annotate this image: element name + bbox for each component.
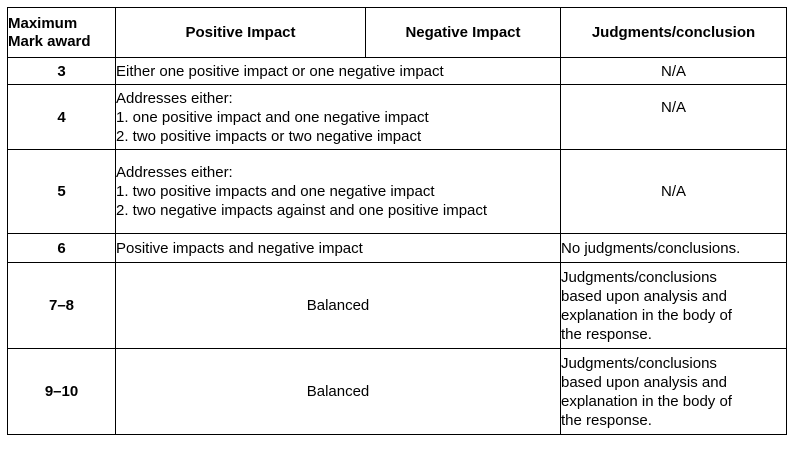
judgment-line: Judgments/conclusions bbox=[561, 354, 717, 372]
header-mark-line: Mark award bbox=[8, 32, 91, 50]
mark-cell: 6 bbox=[7, 233, 116, 263]
table-row: 7–8 Balanced Judgments/conclusions based… bbox=[7, 262, 787, 349]
rubric-table: Maximum Mark award Positive Impact Negat… bbox=[7, 7, 787, 435]
mark-cell: 9–10 bbox=[7, 348, 116, 435]
header-mark: Maximum Mark award bbox=[7, 7, 116, 58]
mark-cell: 4 bbox=[7, 84, 116, 150]
judgment-line: the response. bbox=[561, 411, 652, 429]
description-cell: Addresses either: 1. two positive impact… bbox=[115, 149, 561, 234]
list-item: 1. one positive impact and one negative … bbox=[116, 108, 429, 126]
table-row: 6 Positive impacts and negative impact N… bbox=[7, 233, 787, 263]
judgment-line: Judgments/conclusions bbox=[561, 268, 717, 286]
judgment-line: the response. bbox=[561, 325, 652, 343]
judgment-cell: N/A bbox=[560, 57, 787, 85]
description-cell: Positive impacts and negative impact bbox=[115, 233, 561, 263]
judgment-cell: Judgments/conclusions based upon analysi… bbox=[560, 348, 787, 435]
header-row: Maximum Mark award Positive Impact Negat… bbox=[7, 7, 787, 58]
judgment-cell: N/A bbox=[560, 149, 787, 234]
table-row: 4 Addresses either: 1. one positive impa… bbox=[7, 84, 787, 150]
list-item: 2. two positive impacts or two negative … bbox=[116, 127, 422, 145]
list-item: 2. two negative impacts against and one … bbox=[116, 202, 488, 219]
header-positive: Positive Impact bbox=[115, 7, 366, 58]
judgment-line: explanation in the body of bbox=[561, 306, 732, 324]
list-item: 1. two positive impacts and one negative… bbox=[116, 183, 435, 200]
judgment-line: explanation in the body of bbox=[561, 392, 732, 410]
header-negative: Negative Impact bbox=[365, 7, 561, 58]
description-cell: Balanced bbox=[115, 262, 561, 349]
mark-cell: 3 bbox=[7, 57, 116, 85]
table-row: 5 Addresses either: 1. two positive impa… bbox=[7, 149, 787, 234]
judgment-line: based upon analysis and bbox=[561, 373, 727, 391]
table-row: 9–10 Balanced Judgments/conclusions base… bbox=[7, 348, 787, 435]
judgment-line: based upon analysis and bbox=[561, 287, 727, 305]
description-cell: Balanced bbox=[115, 348, 561, 435]
table-row: 3 Either one positive impact or one nega… bbox=[7, 57, 787, 85]
judgment-cell: Judgments/conclusions based upon analysi… bbox=[560, 262, 787, 349]
header-judgments: Judgments/conclusion bbox=[560, 7, 787, 58]
mark-cell: 7–8 bbox=[7, 262, 116, 349]
description-intro: Addresses either: bbox=[116, 89, 233, 107]
judgment-cell: No judgments/conclusions. bbox=[560, 233, 787, 263]
description-cell: Addresses either: 1. one positive impact… bbox=[115, 84, 561, 150]
description-cell: Either one positive impact or one negati… bbox=[115, 57, 561, 85]
header-mark-line: Maximum bbox=[8, 14, 78, 32]
description-intro: Addresses either: bbox=[116, 164, 233, 181]
mark-cell: 5 bbox=[7, 149, 116, 234]
judgment-cell: N/A bbox=[560, 84, 787, 150]
